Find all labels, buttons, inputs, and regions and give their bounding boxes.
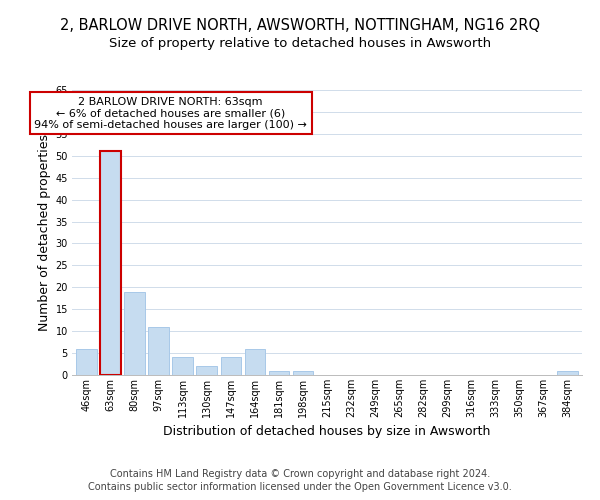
- Bar: [557, 370, 578, 375]
- Text: Size of property relative to detached houses in Awsworth: Size of property relative to detached ho…: [109, 38, 491, 51]
- Bar: [172, 358, 193, 375]
- Bar: [100, 152, 121, 375]
- Text: 2 BARLOW DRIVE NORTH: 63sqm
← 6% of detached houses are smaller (6)
94% of semi-: 2 BARLOW DRIVE NORTH: 63sqm ← 6% of deta…: [34, 96, 307, 130]
- Bar: [196, 366, 217, 375]
- Bar: [148, 327, 169, 375]
- Text: 2, BARLOW DRIVE NORTH, AWSWORTH, NOTTINGHAM, NG16 2RQ: 2, BARLOW DRIVE NORTH, AWSWORTH, NOTTING…: [60, 18, 540, 32]
- Text: Contains HM Land Registry data © Crown copyright and database right 2024.: Contains HM Land Registry data © Crown c…: [110, 469, 490, 479]
- Text: Contains public sector information licensed under the Open Government Licence v3: Contains public sector information licen…: [88, 482, 512, 492]
- Bar: [245, 348, 265, 375]
- Y-axis label: Number of detached properties: Number of detached properties: [38, 134, 51, 331]
- Bar: [221, 358, 241, 375]
- Bar: [124, 292, 145, 375]
- Bar: [76, 348, 97, 375]
- X-axis label: Distribution of detached houses by size in Awsworth: Distribution of detached houses by size …: [163, 426, 491, 438]
- Bar: [269, 370, 289, 375]
- Bar: [293, 370, 313, 375]
